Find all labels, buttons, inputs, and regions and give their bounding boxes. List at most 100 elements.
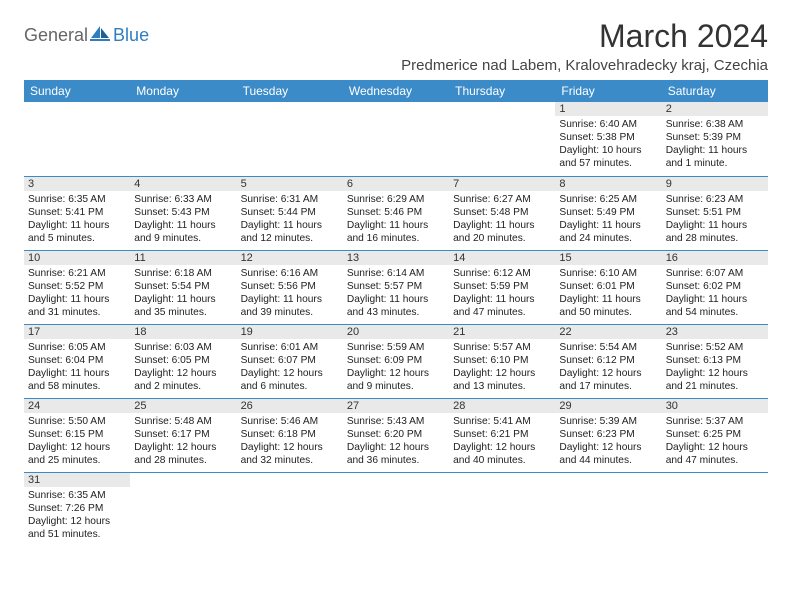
day-number: 9	[662, 177, 768, 191]
day-dl2: and 58 minutes.	[28, 380, 126, 393]
day-dl1: Daylight: 11 hours	[241, 293, 339, 306]
calendar-day-cell	[555, 472, 661, 546]
day-ss: Sunset: 6:10 PM	[453, 354, 551, 367]
day-dl2: and 28 minutes.	[134, 454, 232, 467]
day-number: 16	[662, 251, 768, 265]
day-dl2: and 9 minutes.	[347, 380, 445, 393]
month-title: March 2024	[401, 18, 768, 55]
day-ss: Sunset: 5:59 PM	[453, 280, 551, 293]
day-details: Sunrise: 6:25 AMSunset: 5:49 PMDaylight:…	[555, 191, 661, 248]
weekday-header: Monday	[130, 80, 236, 102]
calendar-day-cell	[449, 472, 555, 546]
day-dl1: Daylight: 12 hours	[559, 367, 657, 380]
day-dl2: and 5 minutes.	[28, 232, 126, 245]
day-details: Sunrise: 6:38 AMSunset: 5:39 PMDaylight:…	[662, 116, 768, 173]
day-sr: Sunrise: 6:14 AM	[347, 267, 445, 280]
day-number: 18	[130, 325, 236, 339]
day-details: Sunrise: 5:41 AMSunset: 6:21 PMDaylight:…	[449, 413, 555, 470]
calendar-day-cell	[130, 472, 236, 546]
day-sr: Sunrise: 5:37 AM	[666, 415, 764, 428]
calendar-day-cell: 17Sunrise: 6:05 AMSunset: 6:04 PMDayligh…	[24, 324, 130, 398]
day-number: 21	[449, 325, 555, 339]
day-details: Sunrise: 5:54 AMSunset: 6:12 PMDaylight:…	[555, 339, 661, 396]
title-block: March 2024 Predmerice nad Labem, Kralove…	[401, 18, 768, 74]
day-ss: Sunset: 6:02 PM	[666, 280, 764, 293]
calendar-day-cell: 5Sunrise: 6:31 AMSunset: 5:44 PMDaylight…	[237, 176, 343, 250]
day-sr: Sunrise: 6:18 AM	[134, 267, 232, 280]
day-details: Sunrise: 6:05 AMSunset: 6:04 PMDaylight:…	[24, 339, 130, 396]
day-number: 13	[343, 251, 449, 265]
weekday-header: Sunday	[24, 80, 130, 102]
day-ss: Sunset: 5:41 PM	[28, 206, 126, 219]
day-number: 31	[24, 473, 130, 487]
day-dl1: Daylight: 11 hours	[666, 144, 764, 157]
day-dl1: Daylight: 12 hours	[241, 367, 339, 380]
day-dl1: Daylight: 11 hours	[28, 219, 126, 232]
day-dl2: and 6 minutes.	[241, 380, 339, 393]
day-sr: Sunrise: 5:50 AM	[28, 415, 126, 428]
day-sr: Sunrise: 6:29 AM	[347, 193, 445, 206]
day-dl1: Daylight: 11 hours	[559, 219, 657, 232]
calendar-day-cell: 21Sunrise: 5:57 AMSunset: 6:10 PMDayligh…	[449, 324, 555, 398]
day-dl2: and 20 minutes.	[453, 232, 551, 245]
day-ss: Sunset: 5:44 PM	[241, 206, 339, 219]
day-dl2: and 36 minutes.	[347, 454, 445, 467]
day-sr: Sunrise: 5:39 AM	[559, 415, 657, 428]
day-sr: Sunrise: 6:38 AM	[666, 118, 764, 131]
day-sr: Sunrise: 6:03 AM	[134, 341, 232, 354]
calendar-day-cell	[237, 102, 343, 176]
day-ss: Sunset: 5:48 PM	[453, 206, 551, 219]
day-details: Sunrise: 6:14 AMSunset: 5:57 PMDaylight:…	[343, 265, 449, 322]
calendar-day-cell	[449, 102, 555, 176]
day-details: Sunrise: 6:40 AMSunset: 5:38 PMDaylight:…	[555, 116, 661, 173]
calendar-day-cell	[130, 102, 236, 176]
day-ss: Sunset: 5:46 PM	[347, 206, 445, 219]
day-dl1: Daylight: 11 hours	[28, 293, 126, 306]
calendar-day-cell: 12Sunrise: 6:16 AMSunset: 5:56 PMDayligh…	[237, 250, 343, 324]
calendar-day-cell: 23Sunrise: 5:52 AMSunset: 6:13 PMDayligh…	[662, 324, 768, 398]
day-dl2: and 47 minutes.	[666, 454, 764, 467]
calendar-week-row: 10Sunrise: 6:21 AMSunset: 5:52 PMDayligh…	[24, 250, 768, 324]
day-ss: Sunset: 6:13 PM	[666, 354, 764, 367]
day-dl2: and 40 minutes.	[453, 454, 551, 467]
calendar-day-cell	[24, 102, 130, 176]
day-dl1: Daylight: 12 hours	[347, 441, 445, 454]
day-ss: Sunset: 6:21 PM	[453, 428, 551, 441]
calendar-day-cell: 29Sunrise: 5:39 AMSunset: 6:23 PMDayligh…	[555, 398, 661, 472]
day-ss: Sunset: 6:25 PM	[666, 428, 764, 441]
day-number: 5	[237, 177, 343, 191]
calendar-day-cell: 20Sunrise: 5:59 AMSunset: 6:09 PMDayligh…	[343, 324, 449, 398]
day-sr: Sunrise: 6:33 AM	[134, 193, 232, 206]
day-ss: Sunset: 6:18 PM	[241, 428, 339, 441]
calendar-week-row: 31Sunrise: 6:35 AMSunset: 7:26 PMDayligh…	[24, 472, 768, 546]
day-number: 7	[449, 177, 555, 191]
day-dl2: and 32 minutes.	[241, 454, 339, 467]
day-dl2: and 24 minutes.	[559, 232, 657, 245]
day-number: 3	[24, 177, 130, 191]
day-dl1: Daylight: 11 hours	[347, 293, 445, 306]
day-dl2: and 9 minutes.	[134, 232, 232, 245]
day-number: 28	[449, 399, 555, 413]
day-dl2: and 16 minutes.	[347, 232, 445, 245]
day-details: Sunrise: 6:10 AMSunset: 6:01 PMDaylight:…	[555, 265, 661, 322]
day-dl2: and 35 minutes.	[134, 306, 232, 319]
day-number: 25	[130, 399, 236, 413]
day-number: 8	[555, 177, 661, 191]
day-number: 2	[662, 102, 768, 116]
day-details: Sunrise: 6:35 AMSunset: 5:41 PMDaylight:…	[24, 191, 130, 248]
day-ss: Sunset: 5:39 PM	[666, 131, 764, 144]
calendar-day-cell: 31Sunrise: 6:35 AMSunset: 7:26 PMDayligh…	[24, 472, 130, 546]
day-ss: Sunset: 6:05 PM	[134, 354, 232, 367]
day-dl1: Daylight: 12 hours	[134, 441, 232, 454]
day-number: 19	[237, 325, 343, 339]
day-dl1: Daylight: 12 hours	[28, 441, 126, 454]
day-number: 1	[555, 102, 661, 116]
calendar-day-cell: 10Sunrise: 6:21 AMSunset: 5:52 PMDayligh…	[24, 250, 130, 324]
day-sr: Sunrise: 5:59 AM	[347, 341, 445, 354]
calendar-day-cell: 25Sunrise: 5:48 AMSunset: 6:17 PMDayligh…	[130, 398, 236, 472]
day-sr: Sunrise: 5:57 AM	[453, 341, 551, 354]
day-sr: Sunrise: 6:01 AM	[241, 341, 339, 354]
calendar-day-cell	[662, 472, 768, 546]
day-number: 29	[555, 399, 661, 413]
calendar-week-row: 3Sunrise: 6:35 AMSunset: 5:41 PMDaylight…	[24, 176, 768, 250]
